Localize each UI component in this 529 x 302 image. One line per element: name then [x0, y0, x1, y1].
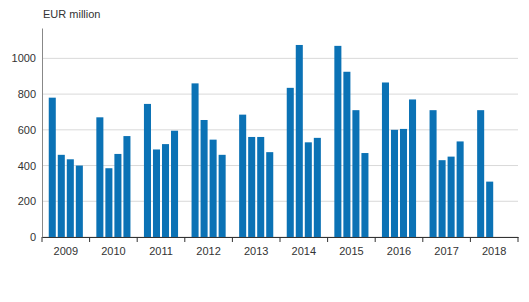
bar	[58, 155, 65, 237]
bar	[76, 166, 83, 237]
y-axis: 0 200 400 600 800 1000	[12, 29, 43, 244]
y-tick-label: 200	[18, 195, 36, 207]
bar	[201, 120, 208, 237]
x-tick: 2010	[101, 237, 125, 257]
x-tick: 2018	[482, 237, 506, 257]
bar	[361, 153, 368, 237]
x-separator	[184, 237, 185, 242]
x-tick: 2009	[54, 237, 78, 257]
bar	[123, 136, 130, 237]
x-tick: 2011	[149, 237, 173, 257]
y-tick: 600	[18, 124, 42, 136]
x-separator	[280, 237, 281, 242]
bar	[343, 72, 350, 237]
grid-line	[42, 58, 518, 59]
y-tick: 0	[30, 231, 42, 243]
bar	[439, 160, 446, 237]
x-tick: 2013	[244, 237, 268, 257]
chart: 0 200 400 600 800 1000 2009 2010 2011 2012 2013 201…	[0, 0, 529, 302]
bar	[314, 138, 321, 237]
grid-line	[42, 129, 518, 130]
x-tick-label: 2009	[54, 245, 78, 257]
y-tick: 1000	[12, 52, 42, 64]
y-tick-label: 800	[18, 88, 36, 100]
x-separator	[327, 237, 328, 242]
y-tick: 400	[18, 160, 42, 172]
grid-line	[42, 201, 518, 202]
y-tick-label: 0	[30, 231, 36, 243]
bar	[430, 110, 437, 237]
bar	[248, 137, 255, 237]
bar	[477, 110, 484, 237]
bar	[391, 130, 398, 237]
x-separators	[42, 237, 518, 242]
x-tick-label: 2013	[244, 245, 268, 257]
x-tick: 2015	[339, 237, 363, 257]
bar	[352, 110, 359, 237]
x-separator	[375, 237, 376, 242]
bar	[49, 98, 56, 237]
x-tick: 2016	[387, 237, 411, 257]
x-tick: 2017	[434, 237, 458, 257]
x-separator	[42, 237, 43, 242]
bar	[266, 152, 273, 237]
x-tick: 2012	[196, 237, 220, 257]
x-separator	[470, 237, 471, 242]
x-tick: 2014	[292, 237, 316, 257]
y-tick: 200	[18, 195, 42, 207]
x-tick-label: 2015	[339, 245, 363, 257]
bar	[400, 129, 407, 237]
bar	[171, 131, 178, 237]
y-tick-label: 600	[18, 124, 36, 136]
x-tick-label: 2018	[482, 245, 506, 257]
bar	[210, 140, 217, 237]
y-axis-title: EUR million	[43, 8, 100, 20]
bar	[305, 142, 312, 237]
bar	[296, 45, 303, 237]
bar	[67, 159, 74, 237]
x-tick-label: 2012	[196, 245, 220, 257]
bars	[49, 45, 493, 237]
bar	[219, 155, 226, 237]
bar	[287, 88, 294, 237]
bar	[239, 115, 246, 237]
x-tick-label: 2014	[292, 245, 316, 257]
bar	[105, 168, 112, 237]
bar	[382, 82, 389, 237]
x-tick-label: 2010	[101, 245, 125, 257]
x-tick-label: 2016	[387, 245, 411, 257]
bar	[257, 137, 264, 237]
grid	[42, 58, 518, 237]
x-separator	[422, 237, 423, 242]
grid-line	[42, 165, 518, 166]
x-tick-label: 2011	[149, 245, 173, 257]
bar	[162, 144, 169, 237]
bar	[486, 182, 493, 237]
x-separator	[89, 237, 90, 242]
bar	[153, 149, 160, 237]
bar	[409, 99, 416, 237]
x-tick-label: 2017	[434, 245, 458, 257]
bar	[192, 83, 199, 237]
bar	[334, 46, 341, 237]
plot: 0 200 400 600 800 1000 2009 2010 2011 2012 2013 201…	[12, 29, 519, 257]
y-tick-label: 400	[18, 160, 36, 172]
y-axis-line	[42, 29, 43, 238]
bar	[96, 117, 103, 237]
y-tick: 800	[18, 88, 42, 100]
x-separator	[518, 237, 519, 242]
grid-line	[42, 94, 518, 95]
bar	[114, 154, 121, 237]
bar	[144, 104, 151, 237]
bar	[448, 157, 455, 237]
x-axis: 2009 2010 2011 2012 2013 2014 2015 2016 2017 2018	[42, 237, 519, 257]
x-separator	[232, 237, 233, 242]
x-separator	[137, 237, 138, 242]
y-tick-label: 1000	[12, 52, 36, 64]
bar	[457, 141, 464, 237]
